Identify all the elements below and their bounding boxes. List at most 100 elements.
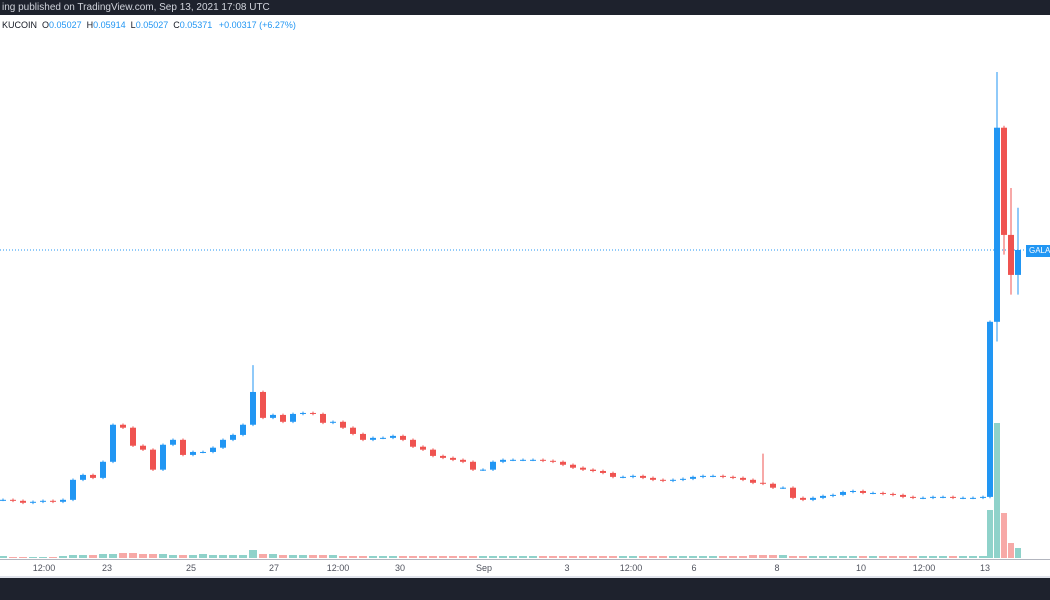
volume-bar: [349, 556, 357, 558]
volume-bar: [469, 556, 477, 558]
legend-open: 0.05027: [49, 20, 82, 30]
candle-body: [360, 433, 366, 440]
candle-body: [220, 439, 226, 448]
volume-bar: [869, 556, 877, 558]
candle-body: [730, 476, 736, 478]
candle-body: [410, 439, 416, 447]
candle-body: [130, 427, 136, 446]
volume-bar: [1015, 548, 1021, 558]
candle-body: [300, 412, 306, 414]
volume-bar: [59, 556, 67, 558]
candle-body: [590, 469, 596, 471]
volume-bar: [329, 555, 337, 558]
candle-body: [750, 479, 756, 483]
volume-bar: [609, 556, 617, 558]
volume-bar: [339, 556, 347, 558]
candle-body: [820, 495, 826, 498]
candle-body: [140, 445, 146, 450]
volume-bar: [439, 556, 447, 558]
candle-body: [10, 499, 16, 501]
volume-bar: [319, 555, 327, 558]
candle-body: [460, 459, 466, 462]
candle-body: [830, 494, 836, 496]
candle-body: [987, 321, 993, 497]
volume-bar: [779, 555, 787, 558]
candle-body: [160, 444, 166, 470]
x-tick-label: 27: [268, 563, 280, 573]
candle-body: [340, 421, 346, 428]
candle-body: [890, 493, 896, 495]
candle-body: [900, 494, 906, 497]
volume-bar: [129, 553, 137, 558]
candle-body: [570, 464, 576, 468]
publish-text: ing published on TradingView.com, Sep 13…: [2, 2, 270, 13]
candle-body: [290, 413, 296, 422]
volume-bar: [359, 556, 367, 558]
candle-body: [350, 427, 356, 434]
volume-bar: [159, 554, 167, 558]
volume-bar: [929, 556, 937, 558]
candle-body: [870, 492, 876, 494]
volume-bar: [689, 556, 697, 558]
volume-bar: [369, 556, 377, 558]
volume-bar: [179, 555, 187, 558]
volume-bar: [559, 556, 567, 558]
volume-bar: [994, 423, 1000, 558]
candle-body: [440, 455, 446, 458]
candle-body: [390, 435, 396, 438]
volume-bar: [879, 556, 887, 558]
candle-body: [480, 469, 486, 471]
candle-body: [250, 391, 256, 425]
candle-body: [960, 497, 966, 499]
candle-body: [660, 479, 666, 481]
candle-body: [500, 459, 506, 462]
volume-bar: [659, 556, 667, 558]
volume-bar: [109, 554, 117, 558]
volume-bar: [539, 556, 547, 558]
x-tick-label: 12:00: [619, 563, 643, 573]
volume-bar: [599, 556, 607, 558]
volume-bar: [729, 556, 737, 558]
volume-bar: [749, 555, 757, 558]
volume-bar: [99, 554, 107, 558]
volume-bar: [29, 557, 37, 558]
candle-body: [210, 447, 216, 452]
publish-bar: ing published on TradingView.com, Sep 13…: [0, 0, 1050, 15]
candle-body: [100, 461, 106, 478]
x-tick-label: 3: [564, 563, 570, 573]
candle-body: [790, 487, 796, 498]
volume-bar: [629, 556, 637, 558]
legend-change: +0.00317 (+6.27%): [218, 20, 296, 30]
volume-bar: [899, 556, 907, 558]
x-tick-label: 30: [394, 563, 406, 573]
candle-body: [110, 424, 116, 462]
volume-bar: [849, 556, 857, 558]
candle-body: [70, 479, 76, 500]
volume-bar: [959, 556, 967, 558]
volume-bar: [789, 556, 797, 558]
bottom-bar: [0, 578, 1050, 600]
candle-body: [640, 475, 646, 478]
candle-body: [810, 497, 816, 500]
x-tick-label: 10: [855, 563, 867, 573]
volume-bar: [719, 556, 727, 558]
volume-bar: [169, 555, 177, 558]
volume-bar: [409, 556, 417, 558]
candle-body: [230, 434, 236, 440]
candle-body: [200, 451, 206, 453]
x-tick-label: 23: [101, 563, 113, 573]
candle-body: [850, 490, 856, 492]
candle-body: [330, 421, 336, 423]
candle-body: [240, 424, 246, 435]
volume-bar: [189, 555, 197, 558]
candle-body: [170, 439, 176, 445]
volume-bar: [229, 555, 237, 558]
candle-body: [580, 467, 586, 470]
volume-bar: [969, 556, 977, 558]
candle-body: [720, 475, 726, 477]
candle-body: [560, 461, 566, 465]
candle-body: [470, 461, 476, 470]
volume-bar: [419, 556, 427, 558]
volume-bar: [389, 556, 397, 558]
